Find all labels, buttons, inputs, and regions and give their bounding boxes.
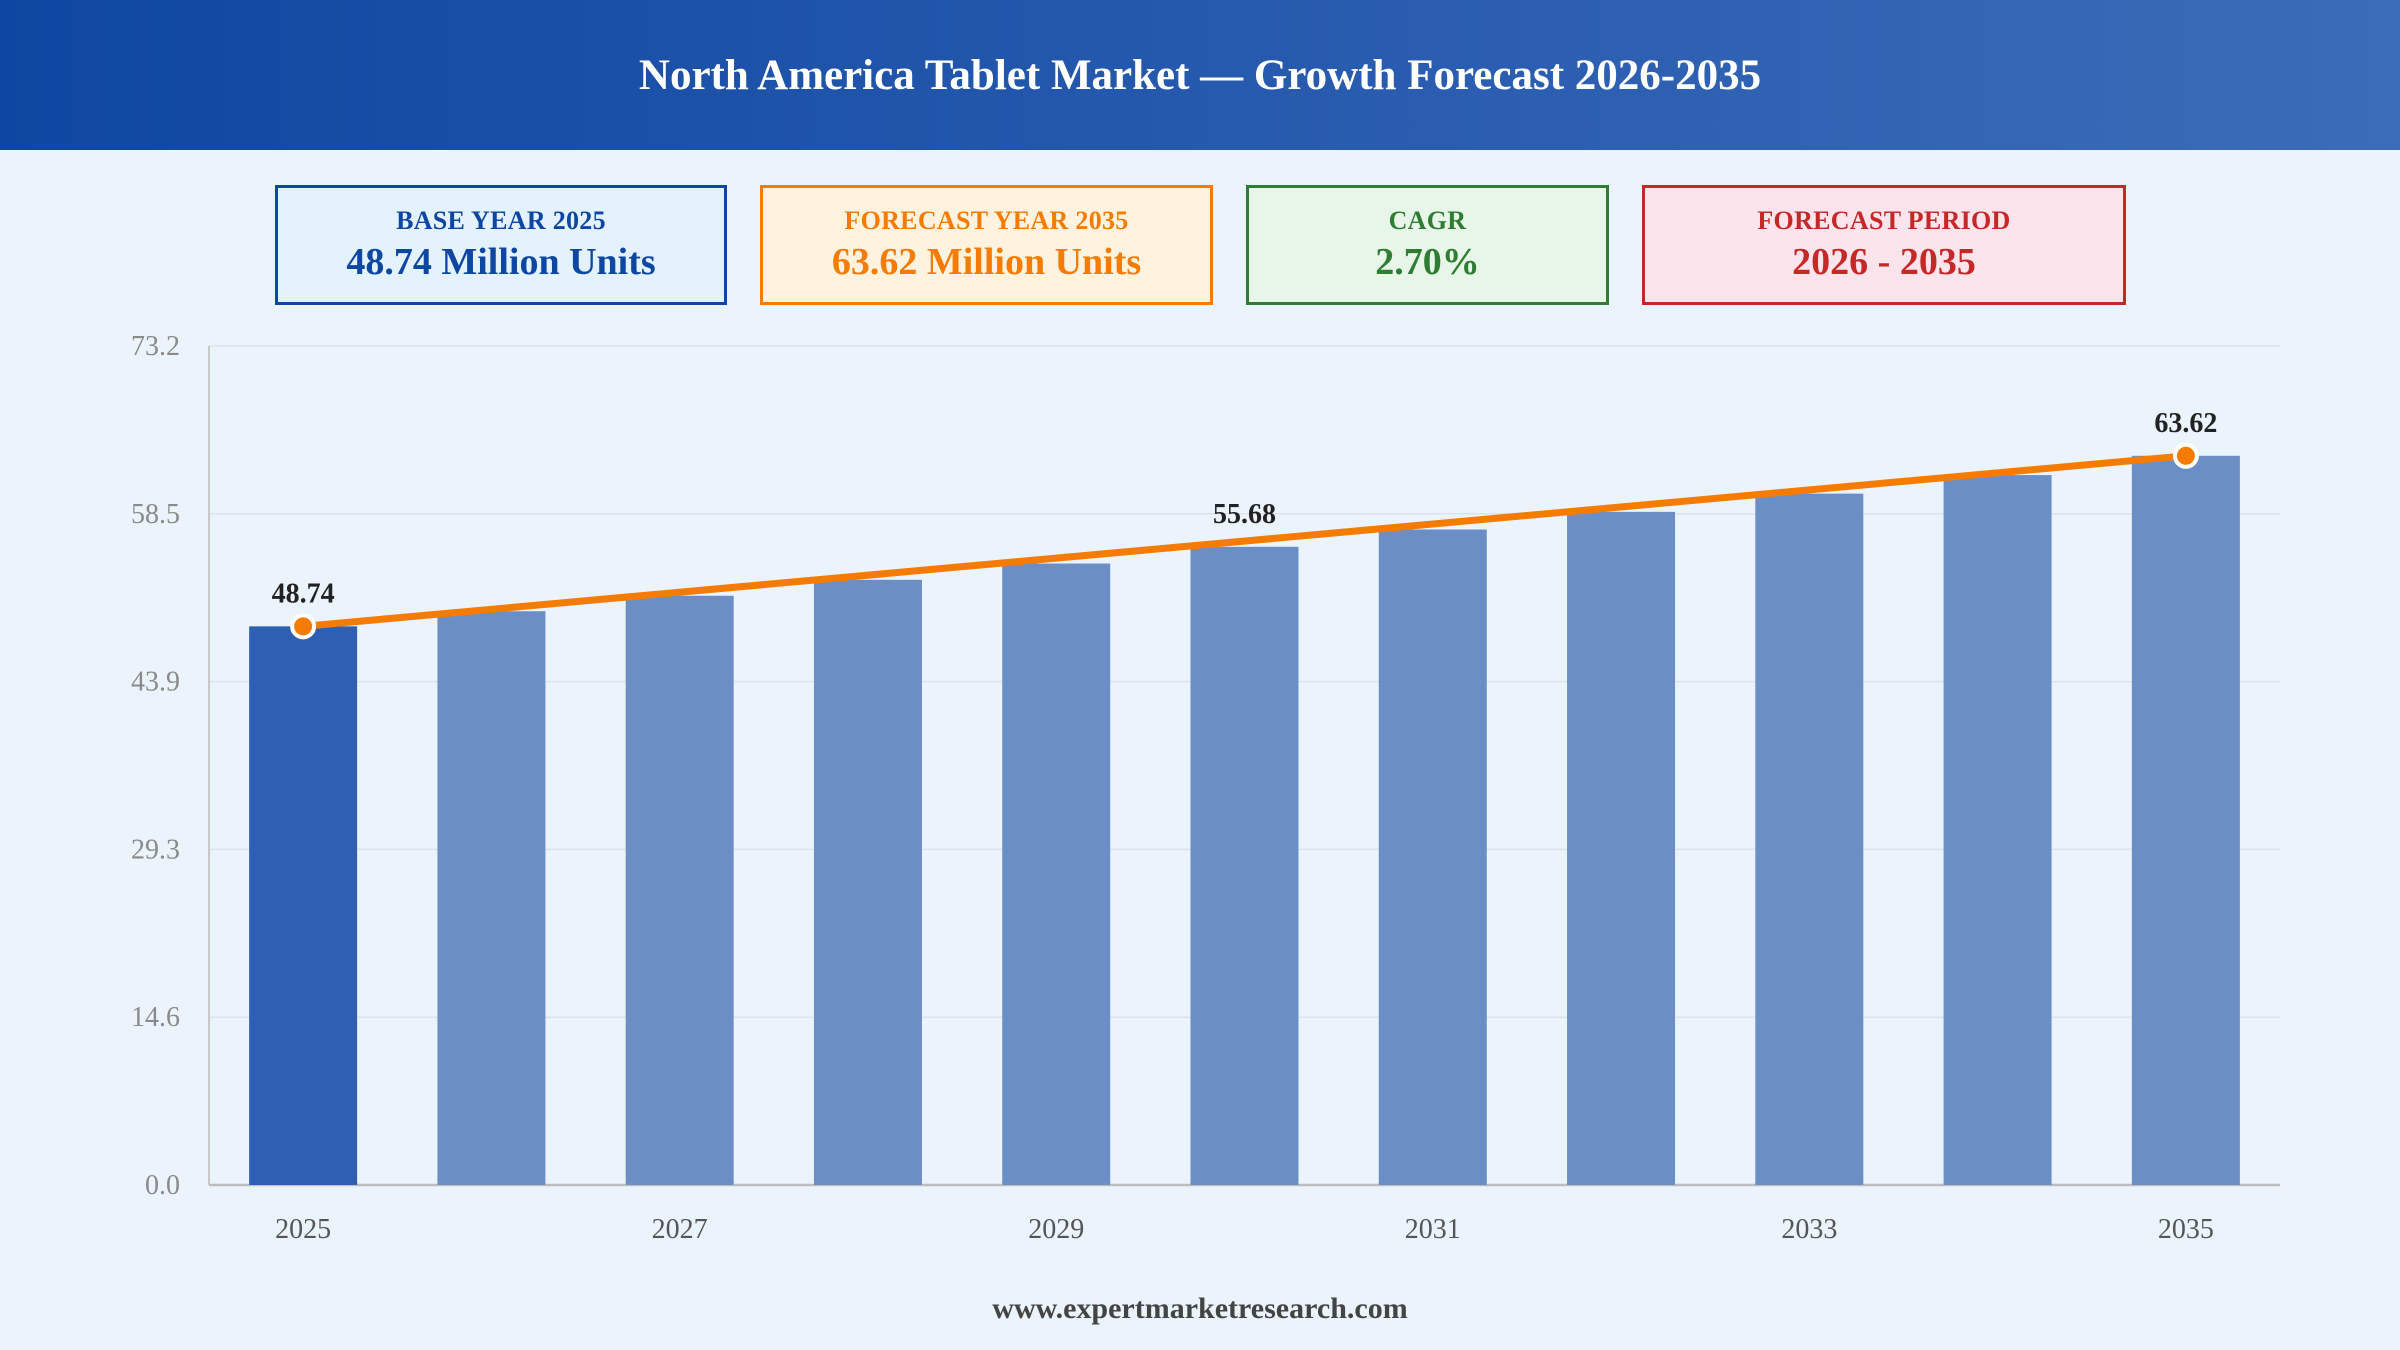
data-label: 55.68 bbox=[1213, 499, 1276, 530]
bar-2032 bbox=[1567, 511, 1676, 1185]
bar-2030 bbox=[1190, 546, 1299, 1185]
y-tick-label: 29.3 bbox=[131, 834, 180, 865]
kpi-base-year: BASE YEAR 2025 48.74 Million Units bbox=[275, 185, 727, 305]
kpi-label: BASE YEAR 2025 bbox=[396, 206, 606, 235]
x-tick-label: 2031 bbox=[1405, 1214, 1461, 1245]
bar-2035 bbox=[2131, 455, 2240, 1185]
y-tick-label: 0.0 bbox=[145, 1170, 180, 1201]
kpi-value: 48.74 Million Units bbox=[346, 241, 656, 283]
kpi-value: 63.62 Million Units bbox=[831, 241, 1142, 283]
x-tick-label: 2025 bbox=[275, 1214, 331, 1245]
kpi-label: FORECAST PERIOD bbox=[1757, 206, 2011, 235]
bar-2033 bbox=[1755, 493, 1864, 1185]
x-tick-label: 2033 bbox=[1781, 1214, 1837, 1245]
bar-2028 bbox=[813, 579, 922, 1185]
x-tick-label: 2027 bbox=[652, 1214, 708, 1245]
data-label: 48.74 bbox=[272, 578, 335, 609]
kpi-label: FORECAST YEAR 2035 bbox=[844, 206, 1129, 235]
kpi-value: 2.70% bbox=[1375, 241, 1480, 283]
y-tick-label: 14.6 bbox=[131, 1002, 180, 1033]
bar-2034 bbox=[1943, 475, 2052, 1185]
bar-2027 bbox=[625, 595, 734, 1185]
y-tick-label: 58.5 bbox=[131, 499, 180, 530]
bar-2026 bbox=[437, 611, 546, 1185]
kpi-forecast-year: FORECAST YEAR 2035 63.62 Million Units bbox=[760, 185, 1213, 305]
data-label: 63.62 bbox=[2154, 408, 2217, 439]
trend-endpoint-marker bbox=[2172, 442, 2199, 469]
y-tick-label: 43.9 bbox=[131, 667, 180, 698]
x-tick-label: 2035 bbox=[2158, 1214, 2214, 1245]
kpi-value: 2026 - 2035 bbox=[1792, 241, 1976, 283]
bar-2029 bbox=[1002, 563, 1111, 1185]
trend-line bbox=[299, 452, 2190, 630]
source-footer: www.expertmarketresearch.com bbox=[992, 1292, 1408, 1325]
chart-title: North America Tablet Market — Growth For… bbox=[638, 51, 1762, 99]
y-tick-label: 73.2 bbox=[131, 331, 180, 362]
chart-header: North America Tablet Market — Growth For… bbox=[0, 0, 2400, 150]
trend-endpoint-marker bbox=[290, 613, 317, 640]
kpi-label: CAGR bbox=[1388, 206, 1467, 235]
kpi-cagr: CAGR 2.70% bbox=[1246, 185, 1609, 305]
bar-2025 bbox=[249, 626, 358, 1185]
x-tick-label: 2029 bbox=[1028, 1214, 1084, 1245]
kpi-forecast-period: FORECAST PERIOD 2026 - 2035 bbox=[1642, 185, 2126, 305]
bar-2031 bbox=[1378, 529, 1487, 1185]
